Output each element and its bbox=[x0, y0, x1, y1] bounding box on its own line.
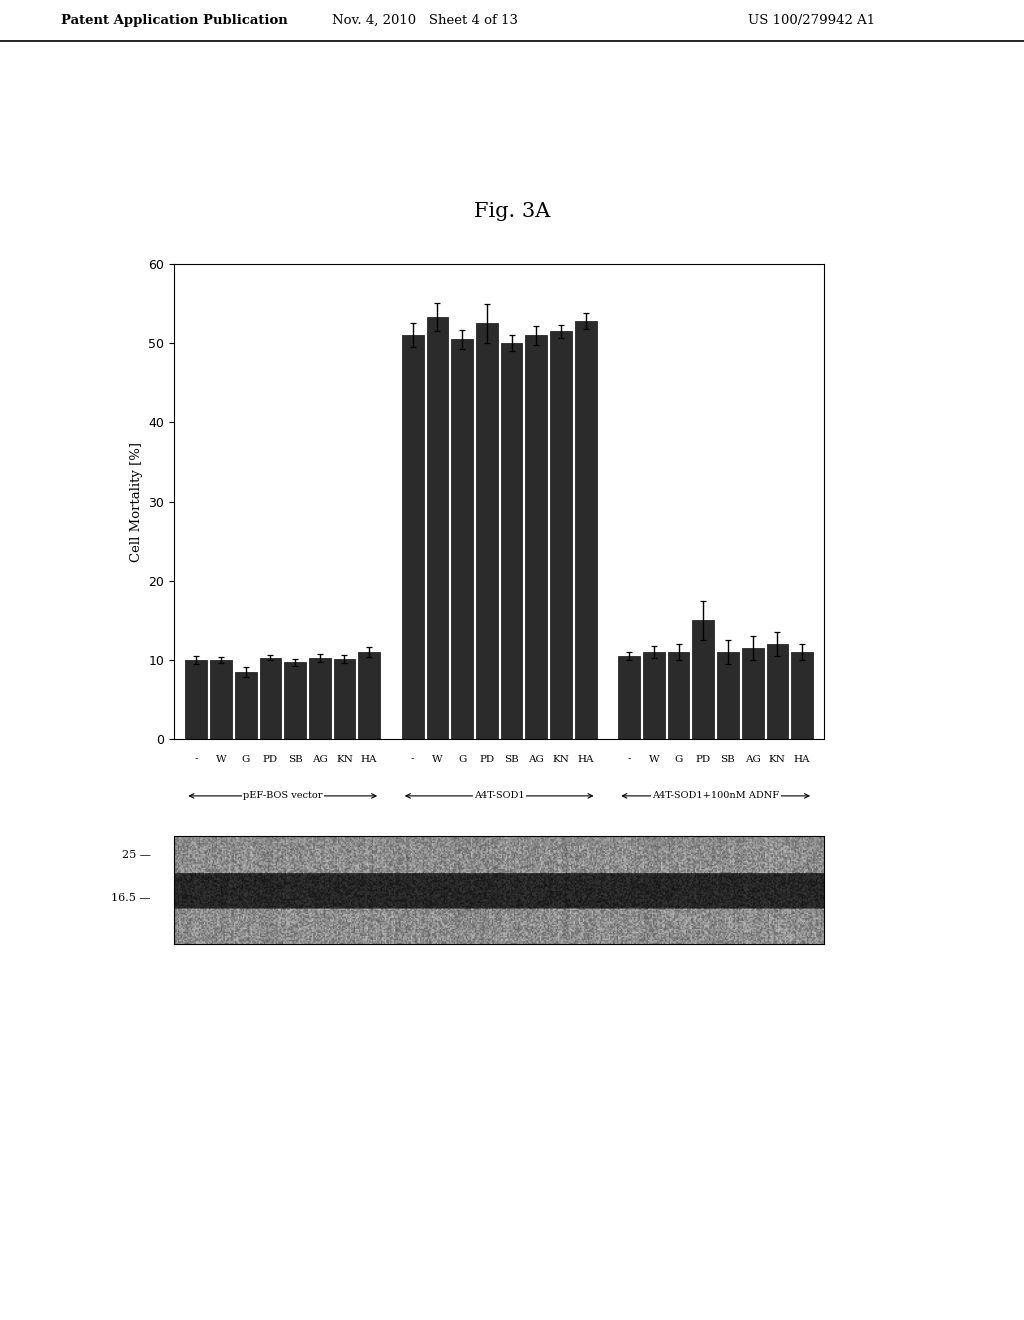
Bar bbox=[234, 672, 257, 739]
Text: HA: HA bbox=[360, 755, 378, 763]
Text: KN: KN bbox=[553, 755, 569, 763]
Text: SB: SB bbox=[288, 755, 302, 763]
Bar bbox=[259, 657, 282, 739]
Bar bbox=[692, 620, 714, 739]
Text: KN: KN bbox=[769, 755, 785, 763]
Bar bbox=[717, 652, 739, 739]
Bar bbox=[185, 660, 207, 739]
Text: W: W bbox=[648, 755, 659, 763]
Bar bbox=[427, 317, 449, 739]
Text: G: G bbox=[675, 755, 683, 763]
Text: PD: PD bbox=[479, 755, 495, 763]
Text: US 100/279942 A1: US 100/279942 A1 bbox=[748, 15, 874, 26]
Bar bbox=[643, 652, 665, 739]
Bar bbox=[668, 652, 689, 739]
Text: Nov. 4, 2010   Sheet 4 of 13: Nov. 4, 2010 Sheet 4 of 13 bbox=[332, 15, 518, 26]
Text: AG: AG bbox=[312, 755, 328, 763]
Bar bbox=[741, 648, 764, 739]
Bar bbox=[358, 652, 380, 739]
Text: AG: AG bbox=[528, 755, 544, 763]
Bar bbox=[550, 331, 571, 739]
Text: A4T-SOD1: A4T-SOD1 bbox=[474, 792, 524, 800]
Bar bbox=[334, 659, 355, 739]
Text: Fig. 3A: Fig. 3A bbox=[474, 202, 550, 220]
Text: PD: PD bbox=[263, 755, 278, 763]
Text: AG: AG bbox=[744, 755, 761, 763]
Bar bbox=[501, 343, 522, 739]
Text: SB: SB bbox=[721, 755, 735, 763]
Text: W: W bbox=[216, 755, 226, 763]
Text: G: G bbox=[458, 755, 466, 763]
Text: pEF-BOS vector: pEF-BOS vector bbox=[243, 792, 323, 800]
Bar bbox=[792, 652, 813, 739]
Bar bbox=[452, 339, 473, 739]
Text: 25 —: 25 — bbox=[122, 850, 151, 861]
Text: PD: PD bbox=[695, 755, 711, 763]
Text: 16.5 —: 16.5 — bbox=[111, 894, 151, 903]
Bar bbox=[476, 323, 498, 739]
Text: G: G bbox=[242, 755, 250, 763]
Bar bbox=[767, 644, 788, 739]
Text: A4T-SOD1+100nM ADNF: A4T-SOD1+100nM ADNF bbox=[652, 792, 779, 800]
Text: W: W bbox=[432, 755, 442, 763]
Bar bbox=[401, 335, 424, 739]
Text: Patent Application Publication: Patent Application Publication bbox=[61, 15, 288, 26]
Bar bbox=[309, 659, 331, 739]
Text: -: - bbox=[195, 755, 198, 763]
Text: -: - bbox=[411, 755, 415, 763]
Bar bbox=[285, 663, 306, 739]
Y-axis label: Cell Mortality [%]: Cell Mortality [%] bbox=[130, 442, 142, 561]
Text: SB: SB bbox=[504, 755, 519, 763]
Text: HA: HA bbox=[794, 755, 810, 763]
Bar bbox=[574, 321, 597, 739]
Bar bbox=[210, 660, 231, 739]
Text: KN: KN bbox=[336, 755, 353, 763]
Bar bbox=[618, 656, 640, 739]
Bar bbox=[525, 335, 547, 739]
Text: -: - bbox=[628, 755, 631, 763]
Text: HA: HA bbox=[578, 755, 594, 763]
